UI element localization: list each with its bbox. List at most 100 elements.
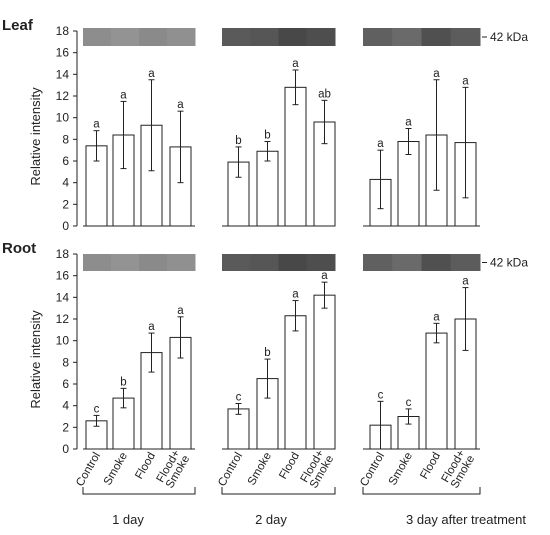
y-tick-label: 16 (56, 46, 70, 60)
y-tick-label: 12 (56, 312, 70, 326)
blot-band-segment (83, 28, 112, 46)
bar (227, 408, 250, 450)
significance-letter: a (377, 138, 384, 150)
category-label: Smoke (246, 451, 274, 488)
significance-letter: a (292, 289, 299, 301)
category-label: Control (74, 451, 103, 489)
significance-letter: a (292, 58, 299, 70)
blot-band-segment (306, 28, 336, 46)
blot-band-segment (167, 254, 196, 271)
bar (425, 332, 448, 450)
category-label: Flood (418, 451, 443, 482)
category-label: Flood+Smoke (439, 448, 477, 491)
blot-band-segment (450, 254, 481, 271)
band-size-label: 42 kDa (490, 30, 528, 44)
significance-letter: c (236, 392, 242, 404)
group-bracket (362, 487, 481, 495)
category-label: Smoke (387, 451, 415, 488)
chart-panel-0: 0 2 4 6 8 10 12 14 16 18 Relative intensity 42 kDa a… (28, 24, 528, 233)
y-tick-label: 6 (62, 154, 69, 168)
y-tick-label: 18 (56, 247, 70, 261)
significance-letter: a (433, 68, 440, 80)
blot-band-segment (421, 28, 452, 46)
significance-letter: a (148, 321, 155, 333)
category-label: Flood (277, 451, 302, 482)
y-tick-label: 0 (62, 442, 69, 456)
significance-letter: b (235, 135, 241, 147)
blot-band-segment (222, 28, 251, 46)
significance-letter: ab (318, 88, 331, 100)
y-tick-label: 16 (56, 269, 70, 283)
y-tick-label: 14 (56, 290, 70, 304)
group-bracket (221, 487, 336, 495)
significance-letter: a (462, 276, 469, 288)
blot-band-segment (392, 254, 422, 271)
chart-panel-1: 0 2 4 6 8 10 12 14 16 18 Relative intensity 42 kDa c… (28, 247, 528, 456)
blot-band-segment (306, 254, 336, 271)
blot-band-segment (167, 28, 196, 46)
group-bracket (82, 487, 196, 495)
significance-letter: a (462, 75, 469, 87)
blot-band-segment (278, 254, 308, 271)
y-tick-label: 12 (56, 89, 70, 103)
blot-band-segment (250, 28, 279, 46)
y-tick-label: 2 (62, 420, 69, 434)
blot-strip (83, 254, 196, 271)
significance-letter: a (405, 117, 412, 129)
y-tick-label: 2 (62, 197, 69, 211)
group-label: 1 day (112, 512, 144, 527)
significance-letter: a (148, 68, 155, 80)
blot-band-segment (139, 28, 168, 46)
bar (284, 315, 307, 450)
blot-band-segment (250, 254, 279, 271)
group-label: 2 day (255, 512, 287, 527)
significance-letter: a (321, 270, 328, 282)
category-label: Flood+Smoke (154, 448, 192, 491)
category-label: Control (358, 451, 387, 489)
blot-strip (363, 28, 481, 46)
category-label: Control (216, 451, 245, 489)
y-tick-label: 4 (62, 399, 69, 413)
category-label: Smoke (102, 451, 130, 488)
blot-band-segment (392, 28, 422, 46)
significance-letter: a (177, 99, 184, 111)
group-label: 3 day after treatment (406, 512, 526, 527)
blot-band-segment (111, 28, 140, 46)
blot-band-segment (111, 254, 140, 271)
blot-band-segment (222, 254, 251, 271)
bar (284, 86, 307, 227)
y-tick-label: 18 (56, 24, 70, 38)
significance-letter: b (264, 130, 270, 142)
y-tick-label: 0 (62, 219, 69, 233)
y-tick-label: 6 (62, 377, 69, 391)
blot-strip (83, 28, 196, 46)
y-axis-label: Relative intensity (28, 310, 43, 409)
significance-letter: b (120, 376, 126, 388)
significance-letter: c (378, 389, 384, 401)
blot-band-segment (139, 254, 168, 271)
blot-band-segment (421, 254, 452, 271)
blot-strip (222, 254, 336, 271)
y-tick-label: 10 (56, 334, 70, 348)
y-tick-label: 8 (62, 355, 69, 369)
category-label: Flood (133, 451, 158, 482)
significance-letter: b (264, 347, 270, 359)
significance-letter: c (406, 397, 412, 409)
significance-letter: a (177, 305, 184, 317)
significance-letter: a (93, 119, 100, 131)
significance-letter: a (120, 89, 127, 101)
blot-strip (363, 254, 481, 271)
y-tick-label: 10 (56, 111, 70, 125)
y-tick-label: 14 (56, 67, 70, 81)
y-axis-label: Relative intensity (28, 87, 43, 186)
blot-band-segment (363, 254, 393, 271)
y-tick-label: 4 (62, 176, 69, 190)
category-label: Flood+Smoke (298, 448, 336, 491)
root-panel-title: Root (2, 240, 36, 257)
significance-letter: a (433, 311, 440, 323)
blot-band-segment (363, 28, 393, 46)
bar (256, 150, 279, 227)
blot-band-segment (450, 28, 481, 46)
leaf-panel-title: Leaf (2, 17, 34, 34)
